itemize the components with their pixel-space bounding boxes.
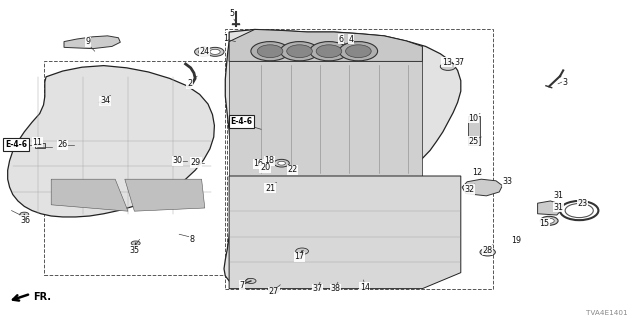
Text: 8: 8: [189, 235, 195, 244]
Text: 7: 7: [239, 281, 244, 290]
Text: 30: 30: [173, 156, 183, 165]
Circle shape: [100, 100, 110, 105]
Text: 31: 31: [553, 191, 563, 200]
FancyBboxPatch shape: [35, 143, 45, 148]
Text: 21: 21: [265, 184, 275, 193]
Circle shape: [257, 45, 283, 58]
Text: TVA4E1401: TVA4E1401: [586, 310, 627, 316]
Text: FR.: FR.: [33, 292, 51, 302]
Text: 28: 28: [483, 246, 493, 255]
Circle shape: [440, 63, 456, 70]
Polygon shape: [229, 29, 422, 61]
Text: 19: 19: [511, 236, 521, 245]
Circle shape: [131, 241, 140, 245]
Circle shape: [251, 42, 289, 61]
Text: 5: 5: [229, 9, 234, 18]
Circle shape: [20, 212, 29, 217]
Text: 12: 12: [472, 168, 483, 177]
Text: 1: 1: [223, 34, 228, 43]
Text: E-4-6: E-4-6: [5, 140, 27, 149]
Circle shape: [90, 39, 105, 47]
Polygon shape: [224, 29, 461, 287]
Text: 2: 2: [187, 79, 192, 88]
Polygon shape: [64, 36, 120, 49]
Polygon shape: [125, 179, 205, 211]
Text: 33: 33: [502, 177, 513, 186]
Text: 20: 20: [260, 163, 270, 172]
Polygon shape: [462, 179, 502, 196]
Text: 27: 27: [269, 287, 279, 296]
Circle shape: [296, 248, 308, 254]
Text: 11: 11: [32, 138, 42, 147]
Text: 3: 3: [563, 78, 568, 87]
Circle shape: [313, 286, 322, 290]
Text: 22: 22: [287, 165, 298, 174]
Circle shape: [339, 42, 378, 61]
Text: 4: 4: [348, 35, 353, 44]
Polygon shape: [8, 66, 214, 217]
Text: 34: 34: [100, 96, 110, 105]
Circle shape: [544, 218, 554, 223]
Circle shape: [206, 47, 224, 56]
Text: 16: 16: [253, 159, 264, 168]
Text: 37: 37: [454, 58, 465, 67]
Circle shape: [480, 248, 495, 256]
Circle shape: [310, 42, 348, 61]
Circle shape: [278, 161, 285, 165]
Circle shape: [287, 45, 312, 58]
Text: 9: 9: [86, 37, 91, 46]
Text: 24: 24: [200, 47, 210, 56]
Text: 23: 23: [577, 199, 588, 208]
Text: 38: 38: [330, 284, 340, 293]
FancyBboxPatch shape: [468, 116, 480, 145]
Text: 29: 29: [191, 158, 201, 167]
Text: 26: 26: [58, 140, 68, 149]
Polygon shape: [538, 201, 562, 215]
Text: E-4-6: E-4-6: [230, 117, 252, 126]
Text: 15: 15: [540, 219, 550, 228]
Text: 14: 14: [360, 283, 370, 292]
Polygon shape: [229, 176, 461, 289]
Circle shape: [280, 42, 319, 61]
Text: 37: 37: [312, 284, 323, 293]
Text: 25: 25: [468, 137, 479, 146]
Text: 6: 6: [339, 35, 344, 44]
Text: 17: 17: [294, 252, 305, 261]
Circle shape: [210, 49, 220, 54]
Circle shape: [346, 45, 371, 58]
Text: 10: 10: [468, 114, 479, 123]
Polygon shape: [229, 61, 422, 176]
Text: 36: 36: [20, 216, 31, 225]
Circle shape: [246, 278, 256, 284]
Circle shape: [274, 159, 289, 167]
Text: 13: 13: [442, 58, 452, 67]
Text: 32: 32: [465, 185, 475, 194]
Text: 35: 35: [129, 246, 140, 255]
Circle shape: [198, 49, 209, 54]
Text: 18: 18: [264, 156, 275, 165]
Circle shape: [540, 216, 558, 225]
Text: 31: 31: [553, 203, 563, 212]
Circle shape: [269, 288, 279, 293]
Circle shape: [195, 47, 212, 56]
Circle shape: [316, 45, 342, 58]
Polygon shape: [51, 179, 128, 211]
Circle shape: [331, 286, 340, 290]
